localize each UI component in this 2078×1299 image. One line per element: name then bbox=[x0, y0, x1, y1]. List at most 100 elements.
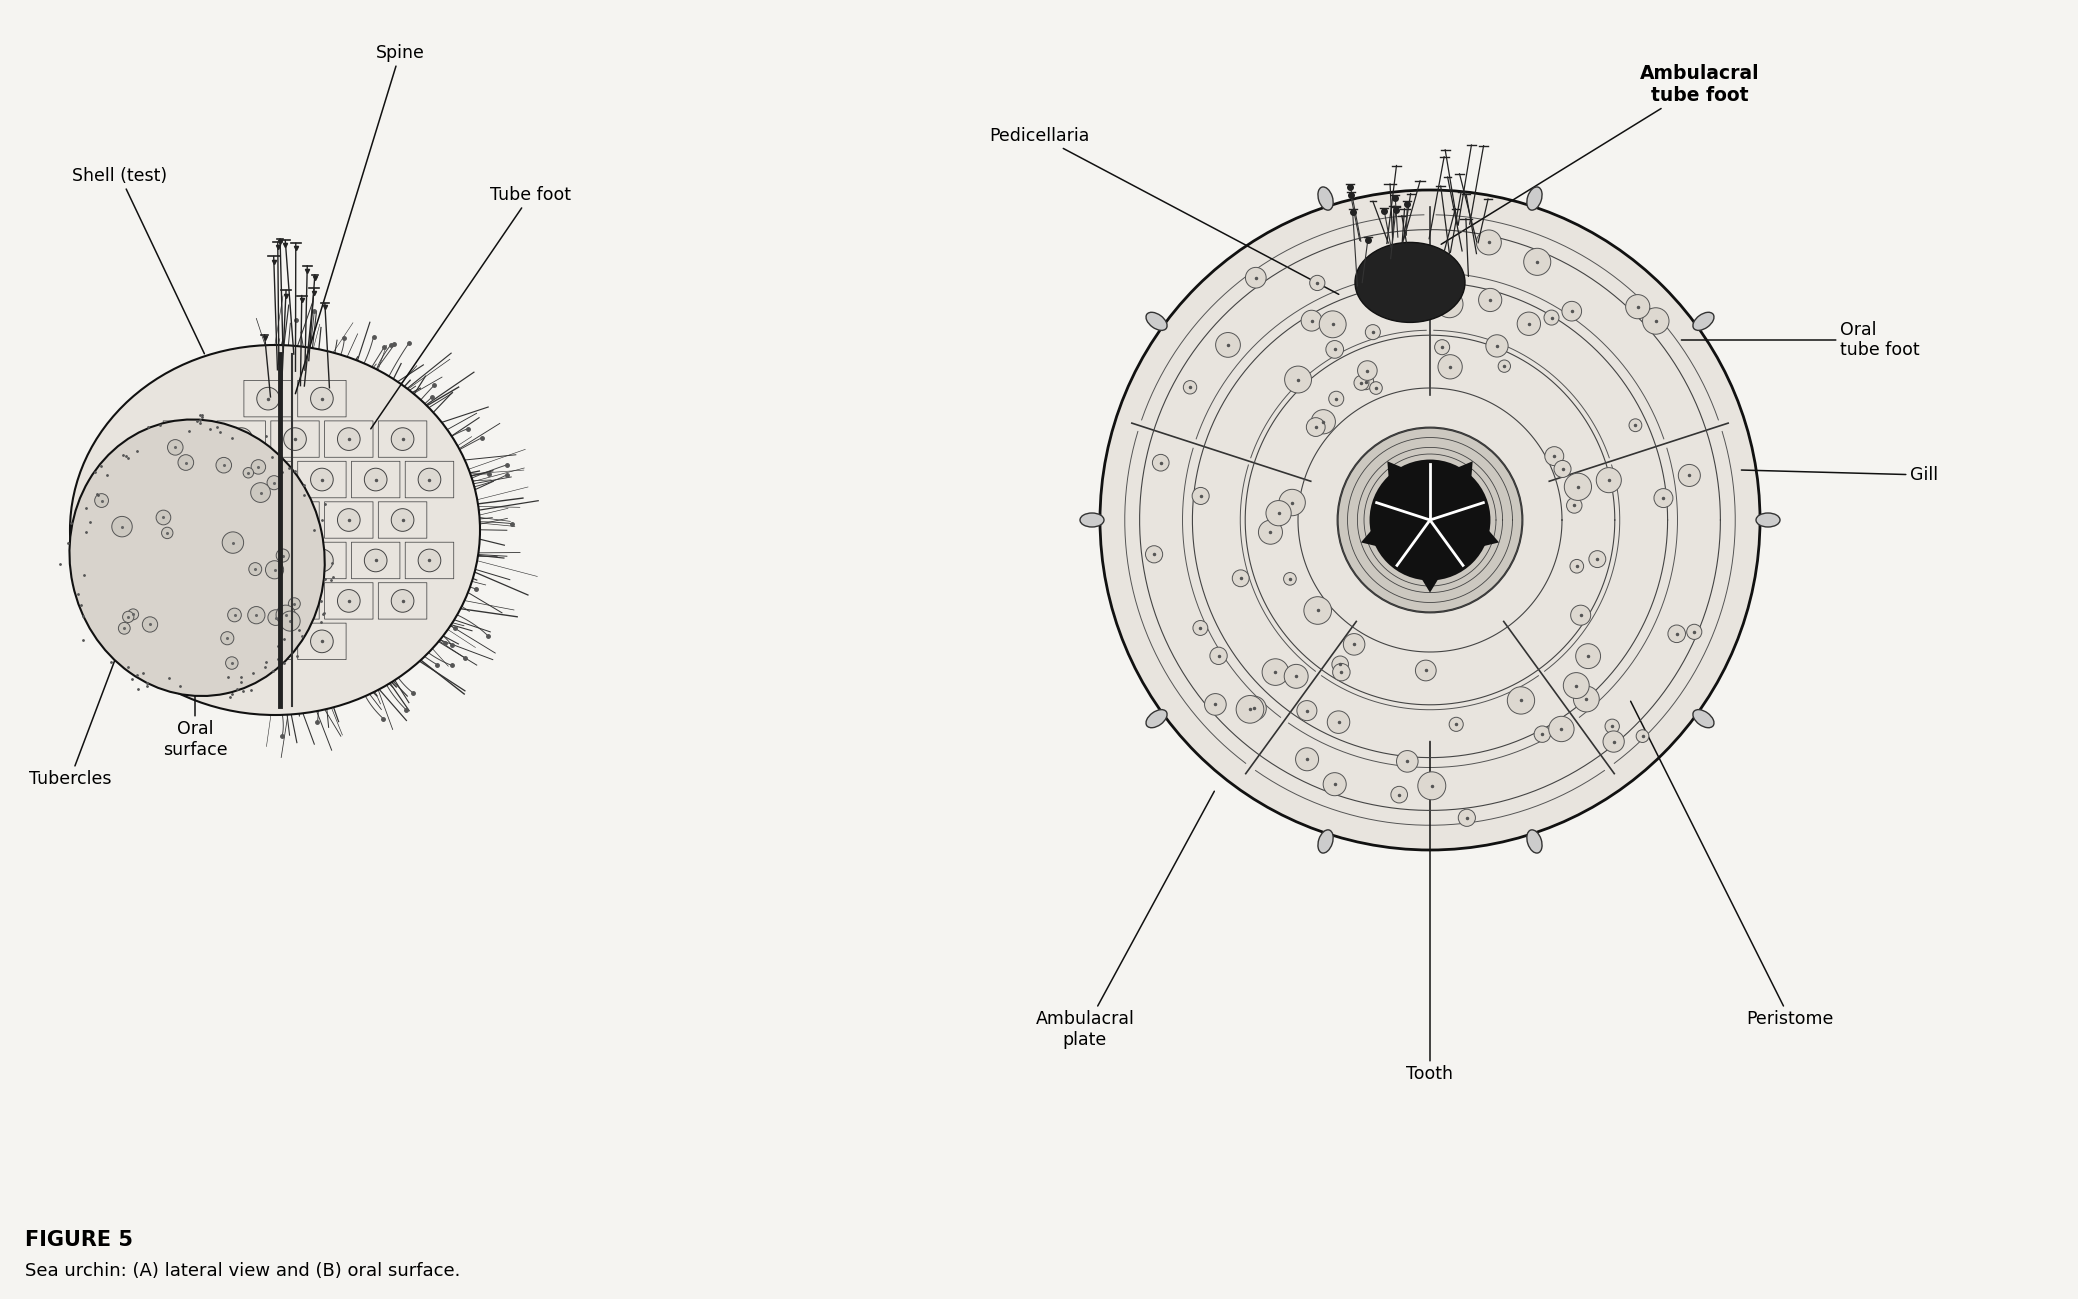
Circle shape bbox=[1517, 312, 1540, 335]
Circle shape bbox=[1602, 731, 1625, 752]
Circle shape bbox=[1567, 498, 1581, 513]
Circle shape bbox=[1565, 473, 1592, 500]
Circle shape bbox=[229, 608, 241, 622]
Circle shape bbox=[391, 590, 414, 612]
Circle shape bbox=[1571, 605, 1590, 625]
Circle shape bbox=[1209, 647, 1228, 665]
Circle shape bbox=[1625, 295, 1650, 318]
Circle shape bbox=[1153, 455, 1170, 472]
Circle shape bbox=[1573, 686, 1600, 712]
Circle shape bbox=[1669, 625, 1685, 643]
Circle shape bbox=[337, 590, 359, 612]
Circle shape bbox=[1563, 673, 1590, 699]
Circle shape bbox=[1498, 360, 1511, 373]
Polygon shape bbox=[1430, 520, 1498, 548]
Text: Oral
tube foot: Oral tube foot bbox=[1681, 321, 1920, 360]
Circle shape bbox=[1534, 726, 1550, 742]
Circle shape bbox=[1328, 391, 1344, 407]
Circle shape bbox=[1338, 427, 1523, 612]
Circle shape bbox=[258, 387, 278, 410]
Circle shape bbox=[1295, 748, 1320, 770]
Circle shape bbox=[123, 612, 133, 622]
Circle shape bbox=[1396, 751, 1417, 772]
Text: Tube foot: Tube foot bbox=[370, 186, 571, 429]
Text: Sea urchin: (A) lateral view and (B) oral surface.: Sea urchin: (A) lateral view and (B) ora… bbox=[25, 1263, 461, 1280]
Circle shape bbox=[247, 607, 266, 624]
Circle shape bbox=[1604, 720, 1619, 734]
Circle shape bbox=[1311, 409, 1336, 434]
Circle shape bbox=[168, 439, 183, 455]
Circle shape bbox=[1326, 340, 1344, 359]
Circle shape bbox=[391, 509, 414, 531]
Circle shape bbox=[177, 427, 199, 451]
Ellipse shape bbox=[1317, 830, 1334, 853]
Polygon shape bbox=[1417, 520, 1442, 592]
Circle shape bbox=[156, 511, 170, 525]
Circle shape bbox=[251, 460, 266, 474]
Circle shape bbox=[1590, 551, 1606, 568]
Circle shape bbox=[216, 457, 231, 473]
Circle shape bbox=[285, 590, 305, 612]
Circle shape bbox=[1328, 711, 1351, 734]
Circle shape bbox=[1434, 339, 1450, 355]
Circle shape bbox=[1486, 335, 1509, 357]
Circle shape bbox=[1642, 308, 1669, 334]
Circle shape bbox=[150, 549, 172, 572]
Circle shape bbox=[337, 427, 359, 451]
Text: Pedicellaria: Pedicellaria bbox=[989, 127, 1338, 295]
Circle shape bbox=[1438, 355, 1463, 379]
Circle shape bbox=[1301, 310, 1322, 331]
Text: Tubercles: Tubercles bbox=[29, 621, 129, 788]
Circle shape bbox=[1629, 418, 1642, 431]
Ellipse shape bbox=[1694, 312, 1714, 330]
Ellipse shape bbox=[1756, 513, 1781, 527]
Circle shape bbox=[1417, 772, 1446, 800]
Circle shape bbox=[1371, 461, 1490, 579]
Circle shape bbox=[112, 517, 133, 536]
Circle shape bbox=[1320, 310, 1347, 338]
Circle shape bbox=[1448, 717, 1463, 731]
Text: Oral
surface: Oral surface bbox=[162, 591, 227, 759]
Circle shape bbox=[1324, 773, 1347, 796]
Ellipse shape bbox=[1527, 187, 1542, 210]
Ellipse shape bbox=[1145, 312, 1168, 330]
Circle shape bbox=[1245, 268, 1266, 288]
Circle shape bbox=[1261, 659, 1288, 686]
Circle shape bbox=[1575, 644, 1600, 669]
Circle shape bbox=[1654, 488, 1673, 508]
Circle shape bbox=[1687, 625, 1702, 639]
Circle shape bbox=[1480, 288, 1502, 312]
Circle shape bbox=[1145, 546, 1164, 562]
Circle shape bbox=[310, 468, 332, 491]
Circle shape bbox=[418, 468, 441, 491]
Circle shape bbox=[268, 475, 281, 490]
Circle shape bbox=[96, 494, 108, 508]
Circle shape bbox=[1284, 366, 1311, 394]
Circle shape bbox=[1259, 520, 1282, 544]
Circle shape bbox=[285, 427, 305, 451]
Polygon shape bbox=[1388, 461, 1430, 520]
Circle shape bbox=[1182, 381, 1197, 394]
Circle shape bbox=[1369, 382, 1382, 395]
Circle shape bbox=[1635, 730, 1648, 743]
Polygon shape bbox=[1430, 461, 1473, 520]
Circle shape bbox=[251, 483, 270, 503]
Ellipse shape bbox=[71, 346, 480, 714]
Ellipse shape bbox=[1145, 709, 1168, 727]
Circle shape bbox=[1563, 301, 1581, 321]
Circle shape bbox=[204, 549, 227, 572]
Circle shape bbox=[1554, 460, 1571, 478]
Circle shape bbox=[1507, 687, 1536, 714]
Circle shape bbox=[258, 630, 278, 652]
Circle shape bbox=[118, 622, 131, 634]
Text: Ambulacral
plate: Ambulacral plate bbox=[1035, 791, 1214, 1048]
Circle shape bbox=[418, 549, 441, 572]
Circle shape bbox=[1390, 786, 1407, 803]
Circle shape bbox=[1297, 700, 1317, 721]
Circle shape bbox=[179, 455, 193, 470]
Circle shape bbox=[1099, 190, 1760, 850]
Circle shape bbox=[1459, 809, 1475, 826]
Circle shape bbox=[231, 427, 254, 451]
Text: Tooth: Tooth bbox=[1407, 742, 1453, 1083]
Circle shape bbox=[285, 509, 305, 531]
